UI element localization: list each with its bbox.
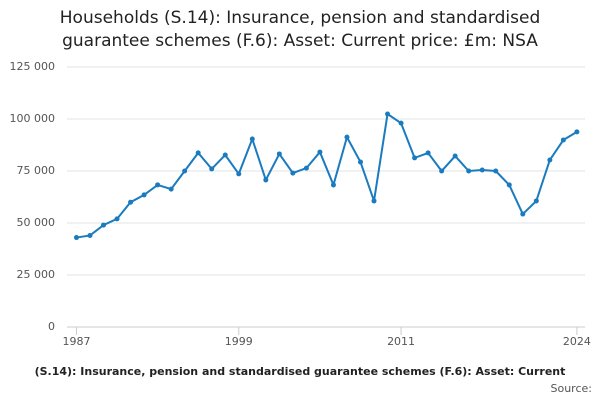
point <box>493 168 499 174</box>
point <box>466 168 472 174</box>
point <box>114 216 120 222</box>
point <box>520 211 526 217</box>
point <box>385 111 391 117</box>
point <box>182 168 188 174</box>
point <box>479 167 485 173</box>
point <box>87 232 93 238</box>
point <box>290 170 296 176</box>
point <box>141 192 147 198</box>
chart-title: Households (S.14): Insurance, pension an… <box>60 8 540 28</box>
point <box>168 186 174 192</box>
y-tick-label: 125 000 <box>10 60 56 73</box>
point <box>317 149 323 155</box>
y-tick-label: 50 000 <box>17 216 56 229</box>
point <box>263 177 269 183</box>
point <box>209 166 215 172</box>
point <box>249 136 255 142</box>
source: Source: <box>551 382 593 395</box>
point <box>412 155 418 161</box>
point <box>73 235 79 241</box>
point <box>533 198 539 204</box>
point <box>398 120 404 126</box>
chart-title: guarantee schemes (F.6): Asset: Current … <box>62 31 538 51</box>
x-tick-label: 2024 <box>563 335 591 348</box>
legend-label: (S.14): Insurance, pension and standardi… <box>35 365 566 378</box>
y-tick-label: 75 000 <box>17 164 56 177</box>
point <box>101 222 107 228</box>
point <box>357 159 363 165</box>
point <box>371 198 377 204</box>
point <box>574 129 580 135</box>
point <box>128 199 134 205</box>
x-tick-label: 1987 <box>62 335 90 348</box>
line <box>76 112 578 239</box>
point <box>330 182 336 188</box>
point <box>425 150 431 156</box>
y-tick-label: 25 000 <box>17 268 56 281</box>
point <box>560 137 566 143</box>
point <box>344 134 350 140</box>
point <box>222 152 228 158</box>
y-tick-label: 0 <box>48 320 55 333</box>
point <box>276 151 282 157</box>
point <box>195 150 201 156</box>
x-tick-label: 2011 <box>387 335 415 348</box>
point <box>303 165 309 171</box>
point <box>439 168 445 174</box>
x-tick-label: 1999 <box>225 335 253 348</box>
point <box>155 182 161 188</box>
point <box>506 182 512 188</box>
y-tick-label: 100 000 <box>10 112 56 125</box>
point <box>236 171 242 177</box>
point <box>452 153 458 159</box>
point <box>547 157 553 163</box>
